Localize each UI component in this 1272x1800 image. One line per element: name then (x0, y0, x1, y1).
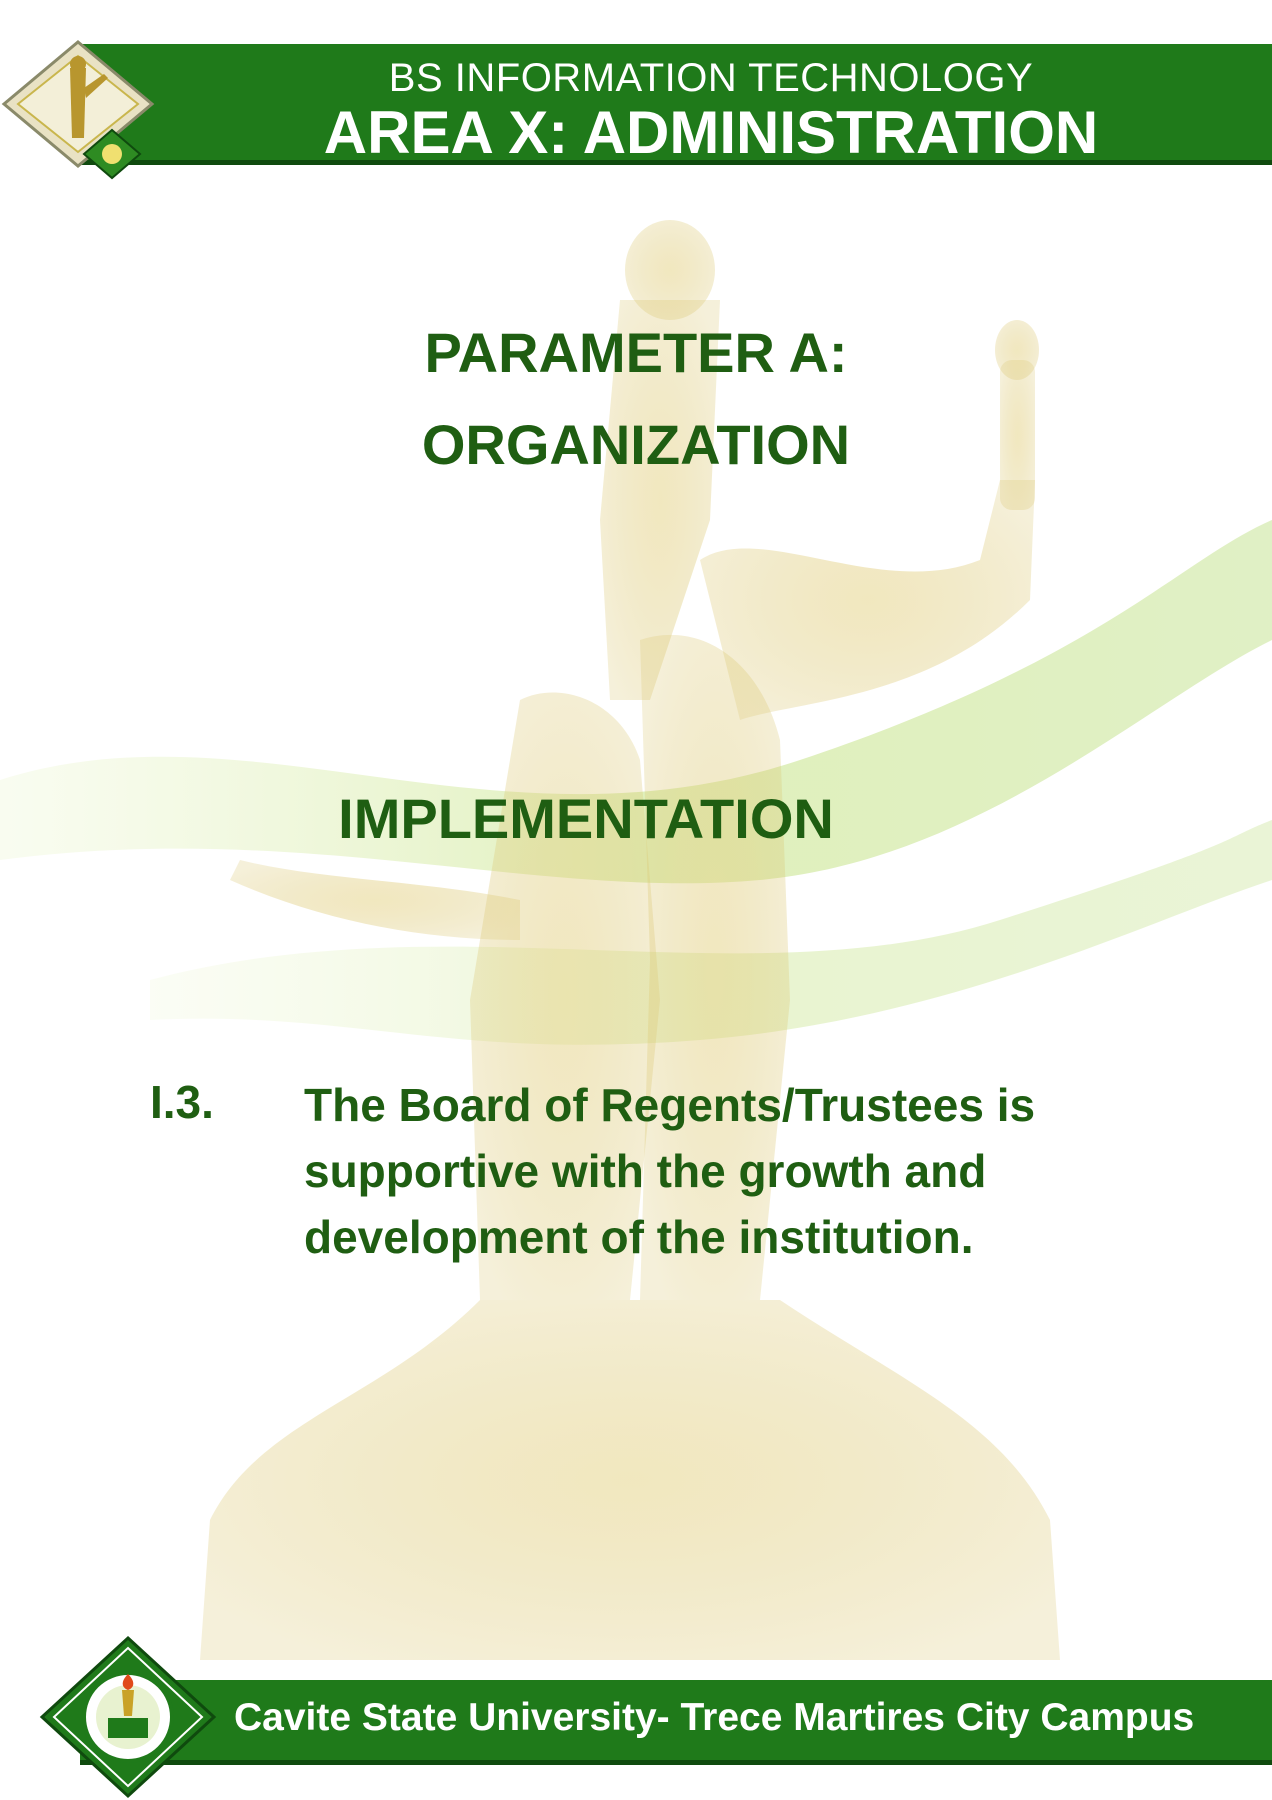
monument-logo-icon (1, 40, 155, 180)
program-name: BS INFORMATION TECHNOLOGY (388, 56, 1034, 100)
campus-name: Cavite State University- Trece Martires … (234, 1696, 1195, 1739)
parameter-heading: PARAMETER A: (424, 321, 848, 384)
parameter-name: ORGANIZATION (421, 413, 851, 476)
footer-bar (80, 1680, 1272, 1765)
indicator-code: I.3. (150, 1076, 214, 1128)
university-seal-icon (39, 1635, 217, 1799)
header-bar (80, 44, 1272, 165)
indicator-text: The Board of Regents/Trustees is support… (304, 1079, 1036, 1263)
area-title: AREA X: ADMINISTRATION (323, 99, 1099, 166)
section-heading: IMPLEMENTATION (338, 787, 834, 850)
